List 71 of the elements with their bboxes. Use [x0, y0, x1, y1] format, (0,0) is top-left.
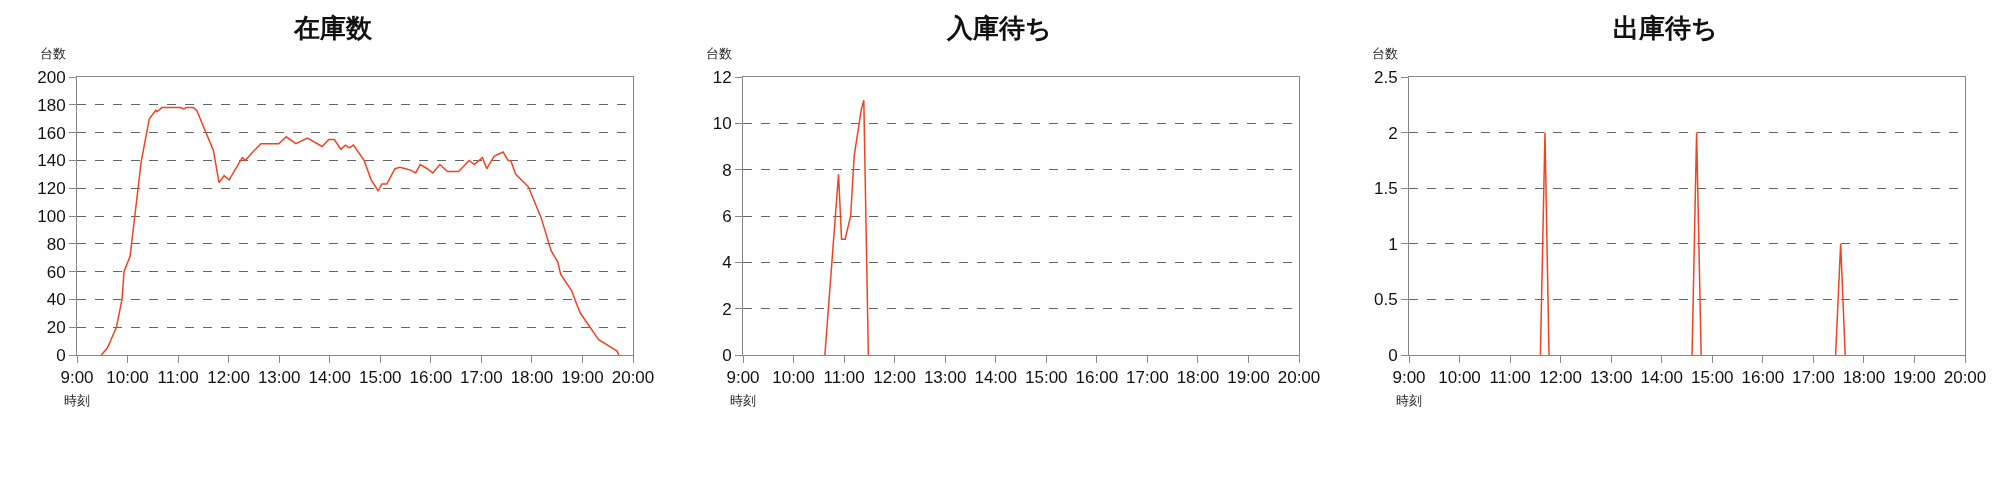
x-tick-label: 11:00 — [1489, 368, 1531, 388]
line-series — [824, 99, 870, 355]
x-tick-label: 14:00 — [1640, 368, 1683, 388]
x-tick-label: 10:00 — [1438, 368, 1481, 388]
y-tick-label: 10 — [712, 114, 732, 134]
x-tick-label: 16:00 — [1075, 368, 1119, 388]
x-tick-label: 11:00 — [823, 368, 865, 388]
x-tick-label: 11:00 — [157, 368, 199, 388]
y-tick-label: 2 — [722, 299, 732, 319]
chart-title: 出庫待ち — [1612, 13, 1718, 44]
chart-title: 在庫数 — [293, 13, 373, 44]
x-tick-label: 18:00 — [510, 368, 554, 388]
y-tick-label: 6 — [722, 206, 732, 226]
x-tick-label: 9:00 — [1392, 368, 1426, 388]
x-tick-label: 13:00 — [923, 368, 967, 388]
x-tick-label: 18:00 — [1842, 368, 1886, 388]
x-tick-label: 14:00 — [308, 368, 351, 388]
y-tick-label: 2.5 — [1373, 67, 1398, 87]
x-tick-label: 12:00 — [1539, 368, 1582, 388]
x-tick-label: 15:00 — [359, 368, 402, 388]
x-tick-label: 18:00 — [1176, 368, 1220, 388]
y-tick-label: 2 — [1388, 123, 1398, 143]
x-tick-label: 10:00 — [106, 368, 149, 388]
y-tick-label: 1 — [1388, 234, 1398, 254]
y-tick-label: 60 — [46, 262, 66, 282]
y-tick-label: 100 — [37, 206, 66, 226]
x-tick-label: 19:00 — [1893, 368, 1936, 388]
chart-title: 入庫待ち — [945, 13, 1052, 44]
x-tick-label: 14:00 — [974, 368, 1017, 388]
y-tick-label: 20 — [46, 318, 66, 338]
x-tick-label: 16:00 — [409, 368, 453, 388]
y-axis-title: 台数 — [40, 46, 66, 61]
y-tick-label: 160 — [37, 123, 66, 143]
x-axis-title: 時刻 — [730, 393, 756, 408]
x-axis-title: 時刻 — [1396, 393, 1422, 408]
x-tick-label: 12:00 — [207, 368, 250, 388]
line-series — [100, 106, 620, 355]
y-tick-label: 8 — [722, 160, 732, 180]
y-tick-label: 12 — [712, 67, 732, 87]
x-tick-label: 9:00 — [60, 368, 94, 388]
x-tick-label: 17:00 — [1792, 368, 1835, 388]
y-tick-label: 120 — [37, 179, 66, 199]
x-tick-label: 16:00 — [1741, 368, 1785, 388]
x-tick-label: 15:00 — [1025, 368, 1068, 388]
y-tick-label: 4 — [722, 253, 732, 273]
x-tick-label: 20:00 — [1943, 368, 1987, 388]
x-tick-label: 13:00 — [257, 368, 301, 388]
x-axis-title: 時刻 — [64, 393, 90, 408]
y-tick-label: 140 — [37, 151, 66, 171]
x-tick-label: 15:00 — [1691, 368, 1734, 388]
x-tick-label: 20:00 — [611, 368, 655, 388]
x-tick-label: 19:00 — [561, 368, 604, 388]
y-tick-label: 200 — [37, 67, 66, 87]
x-tick-label: 13:00 — [1589, 368, 1633, 388]
x-tick-label: 12:00 — [873, 368, 916, 388]
y-tick-label: 0 — [722, 345, 732, 365]
y-tick-label: 180 — [37, 95, 66, 115]
y-tick-label: 40 — [46, 290, 66, 310]
x-tick-label: 17:00 — [460, 368, 503, 388]
y-tick-label: 0 — [56, 345, 66, 365]
y-tick-label: 1.5 — [1373, 179, 1398, 199]
x-tick-label: 19:00 — [1227, 368, 1270, 388]
y-tick-label: 0.5 — [1373, 290, 1398, 310]
y-tick-label: 0 — [1388, 345, 1398, 365]
y-tick-label: 80 — [46, 234, 66, 254]
x-tick-label: 20:00 — [1277, 368, 1321, 388]
y-axis-title: 台数 — [706, 46, 732, 61]
x-tick-label: 10:00 — [772, 368, 815, 388]
x-tick-label: 9:00 — [726, 368, 760, 388]
x-tick-label: 17:00 — [1126, 368, 1169, 388]
y-axis-title: 台数 — [1372, 46, 1398, 61]
